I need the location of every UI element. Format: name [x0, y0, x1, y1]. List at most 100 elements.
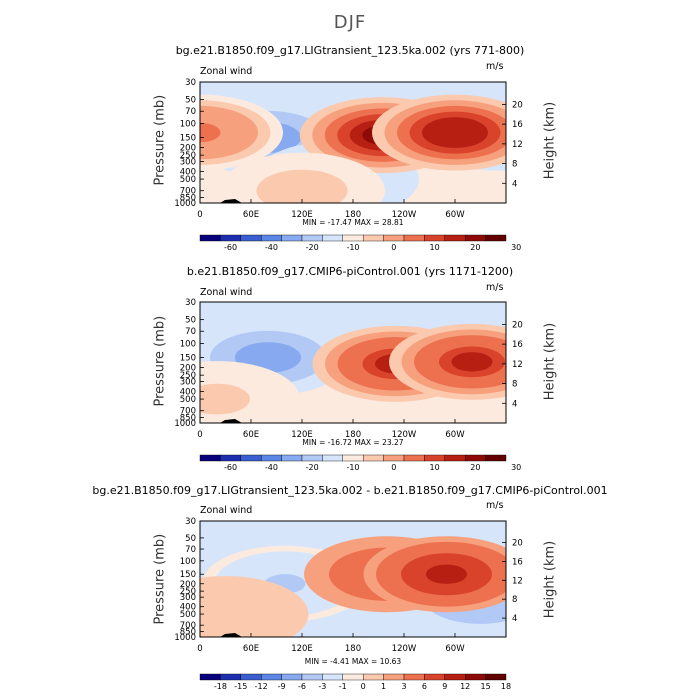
field-contour-3-5: [426, 564, 467, 584]
colorbar-swatch: [261, 234, 282, 242]
pressure-tick-label: 30: [185, 298, 196, 308]
pressure-tick-label: 70: [185, 107, 196, 117]
panel-3-variable-label: Zonal wind: [200, 505, 253, 516]
panel-2-field: [200, 302, 506, 423]
colorbar-label: -18: [214, 682, 227, 691]
panel-2-variable-label: Zonal wind: [200, 287, 253, 298]
x-tick-label: 0: [197, 210, 202, 220]
panel-2-y2label: Height (km): [542, 322, 558, 401]
terrain: [220, 633, 242, 637]
x-tick-label: 0: [197, 430, 202, 440]
colorbar-label: 20: [470, 463, 480, 472]
pressure-tick-label: 850: [180, 413, 196, 423]
height-tick-label: 8: [512, 595, 517, 605]
pressure-tick-label: 250: [180, 371, 196, 381]
field-contour-0-5: [247, 347, 289, 368]
panel-2-min-max: MIN = -16.72 MAX = 23.27: [302, 438, 403, 447]
pressure-tick-label: 30: [185, 517, 196, 527]
pressure-tick-label: 70: [185, 327, 196, 337]
colorbar-label: 9: [442, 682, 447, 691]
pressure-tick-label: 150: [180, 354, 196, 364]
pressure-tick-label: 300: [180, 377, 196, 387]
colorbar-swatch: [403, 234, 425, 242]
field-contour-5-5: [434, 122, 476, 143]
height-tick-label: 20: [512, 320, 523, 330]
x-tick-label: 60E: [243, 210, 259, 220]
colorbar-label: -1: [339, 682, 347, 691]
height-tick-label: 16: [512, 557, 523, 567]
pressure-tick-label: 200: [180, 363, 196, 373]
height-tick-label: 4: [512, 179, 517, 189]
colorbar-label: 10: [430, 243, 440, 252]
colorbar-swatch: [322, 454, 343, 462]
colorbar-swatch: [199, 673, 221, 681]
pressure-tick-label: 1000: [174, 633, 196, 643]
x-tick-label: 120E: [291, 430, 313, 440]
pressure-tick-label: 50: [185, 96, 196, 106]
colorbar-label: 30: [511, 463, 521, 472]
colorbar-swatch: [301, 234, 323, 242]
colorbar-label: -40: [265, 463, 278, 472]
colorbar-label: 30: [511, 243, 521, 252]
colorbar-label: 15: [481, 682, 491, 691]
x-tick-label: 60E: [243, 430, 259, 440]
field-contour-3-5: [200, 122, 221, 143]
pressure-tick-label: 100: [180, 557, 196, 567]
height-tick-label: 20: [512, 100, 523, 110]
pressure-tick-label: 200: [180, 143, 196, 153]
colorbar-swatch: [199, 454, 221, 462]
x-tick-label: 60W: [445, 210, 465, 220]
height-tick-label: 20: [512, 538, 523, 548]
colorbar-label: 3: [401, 682, 406, 691]
panel-1-variable-label: Zonal wind: [200, 66, 253, 77]
colorbar-swatch: [424, 454, 445, 462]
terrain: [220, 199, 242, 203]
pressure-tick-label: 100: [180, 120, 196, 130]
pressure-tick-label: 700: [180, 407, 196, 417]
pressure-tick-label: 400: [180, 603, 196, 613]
panel-3-units: m/s: [486, 500, 504, 511]
panel-2-units: m/s: [486, 282, 504, 293]
colorbar-label: -15: [234, 682, 247, 691]
panel-3-min-max: MIN = -4.41 MAX = 10.63: [305, 657, 402, 666]
colorbar-swatch: [403, 673, 425, 681]
colorbar-label: -20: [306, 463, 319, 472]
pressure-tick-label: 50: [185, 534, 196, 544]
height-tick-label: 12: [512, 360, 523, 370]
panel-1-title: bg.e21.B1850.f09_g17.LIGtransient_123.5k…: [175, 44, 525, 57]
panel-2-plot: 3050701001502002503004005007008501000201…: [174, 298, 523, 472]
pressure-tick-label: 50: [185, 316, 196, 326]
colorbar-label: -40: [265, 243, 278, 252]
pressure-tick-label: 150: [180, 134, 196, 144]
colorbar-label: -9: [278, 682, 286, 691]
height-tick-label: 12: [512, 576, 523, 586]
x-tick-label: 120E: [291, 644, 313, 654]
height-tick-label: 16: [512, 120, 523, 130]
x-tick-label: 180: [345, 430, 361, 440]
pressure-tick-label: 150: [180, 570, 196, 580]
pressure-tick-label: 1000: [174, 199, 196, 209]
colorbar-label: 1: [381, 682, 386, 691]
panel-3-title: bg.e21.B1850.f09_g17.LIGtransient_123.5k…: [92, 484, 608, 497]
colorbar-swatch: [403, 454, 425, 462]
colorbar-swatch: [322, 234, 343, 242]
colorbar-label: -10: [346, 463, 359, 472]
colorbar-swatch: [261, 454, 282, 462]
height-tick-label: 8: [512, 160, 517, 170]
colorbar-swatch: [281, 454, 303, 462]
panel-3-ylabel: Pressure (mb): [152, 533, 168, 625]
colorbar-swatch: [342, 234, 364, 242]
colorbar-swatch: [281, 673, 303, 681]
colorbar-label: -10: [346, 243, 359, 252]
colorbar-swatch: [240, 454, 262, 462]
colorbar-swatch: [383, 234, 405, 242]
colorbar-swatch: [444, 673, 466, 681]
colorbar-swatch: [383, 673, 405, 681]
pressure-tick-label: 250: [180, 587, 196, 597]
x-tick-label: 180: [345, 644, 361, 654]
colorbar-swatch: [444, 234, 466, 242]
colorbar-swatch: [485, 673, 507, 681]
pressure-tick-label: 400: [180, 167, 196, 177]
colorbar-label: 0: [391, 243, 396, 252]
